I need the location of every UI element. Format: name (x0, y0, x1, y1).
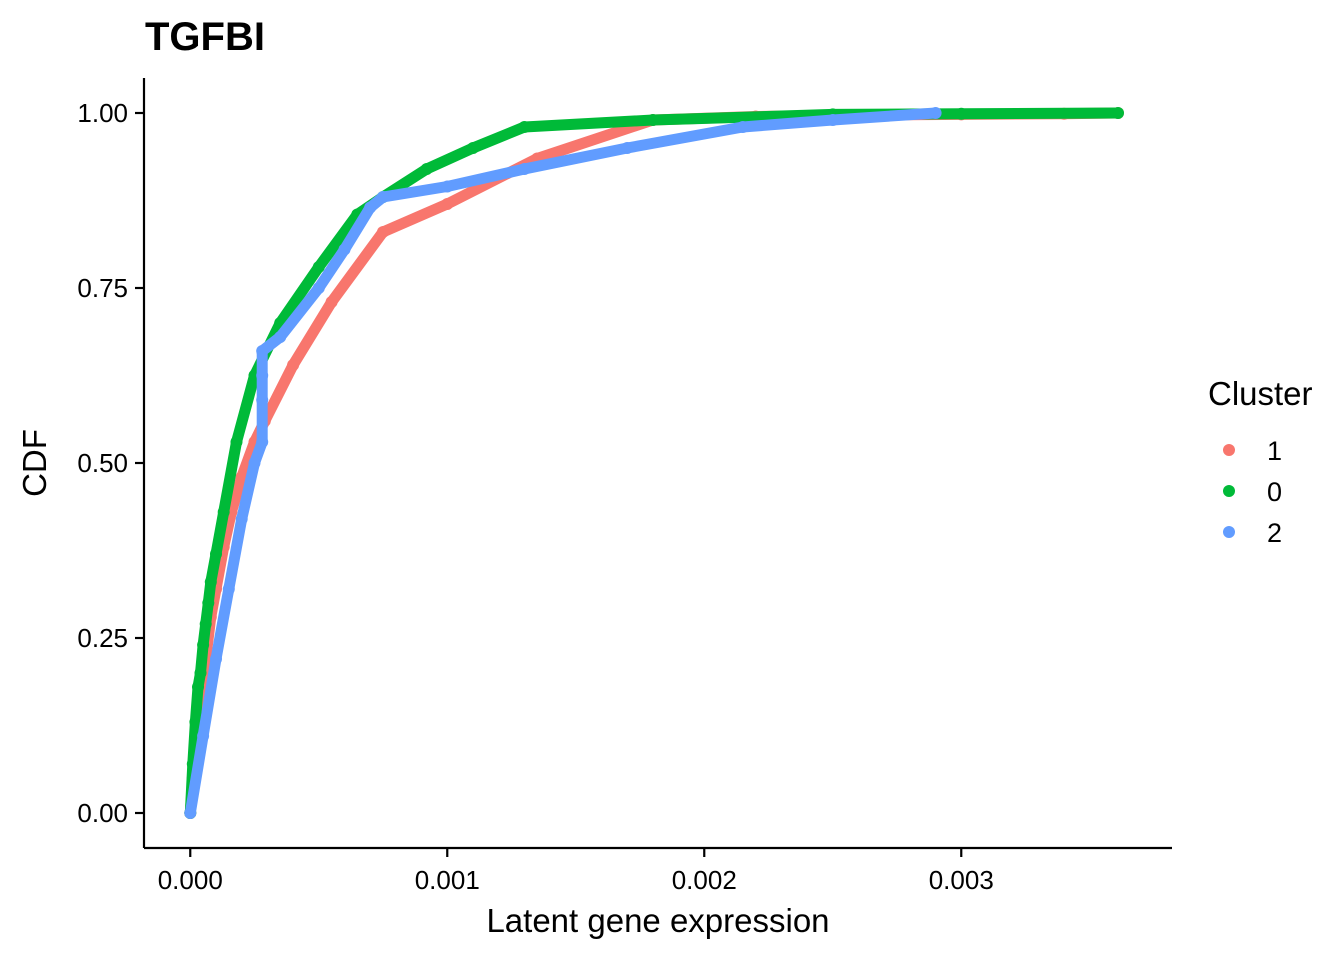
x-tick-label: 0.000 (158, 865, 223, 895)
legend-title: Cluster (1208, 375, 1313, 412)
data-point-2 (377, 191, 389, 203)
data-point-2 (736, 121, 749, 133)
data-point-2 (248, 457, 261, 469)
data-point-2 (197, 730, 210, 742)
data-point-1 (287, 359, 300, 371)
x-tick-label: 0.001 (415, 865, 480, 895)
legend-key-1 (1223, 444, 1235, 456)
legend-label: 1 (1267, 436, 1282, 466)
y-tick-label: 1.00 (77, 98, 128, 128)
data-point-1 (235, 471, 248, 483)
x-axis-ticks: 0.000 0.001 0.002 0.003 (158, 848, 994, 895)
data-point-0 (202, 597, 215, 609)
data-point-0 (955, 107, 968, 120)
series-line-0 (184, 107, 1124, 819)
data-point-2 (364, 201, 377, 214)
data-point-2 (222, 583, 235, 595)
data-point-0 (230, 436, 243, 448)
legend-label: 2 (1267, 518, 1282, 548)
data-point-0 (420, 163, 433, 175)
y-axis-ticks: 0.00 0.25 0.50 0.75 1.00 (77, 98, 144, 828)
data-point-1 (325, 296, 338, 308)
data-point-0 (646, 114, 659, 126)
data-point-2 (621, 142, 634, 154)
y-tick-label: 0.75 (77, 273, 128, 303)
data-point-2 (256, 394, 269, 406)
x-tick-label: 0.003 (929, 865, 994, 895)
data-point-2 (274, 331, 287, 343)
x-tick-label: 0.002 (672, 865, 737, 895)
series-line-2 (184, 107, 942, 819)
y-tick-label: 0.50 (77, 448, 128, 478)
data-point-2 (235, 513, 248, 525)
data-point-0 (204, 576, 217, 588)
data-point-0 (467, 142, 479, 154)
chart-title: TGFBI (145, 15, 265, 59)
data-point-0 (1112, 107, 1124, 119)
data-point-2 (826, 114, 839, 126)
legend-key-2 (1223, 526, 1235, 538)
data-point-2 (210, 653, 222, 665)
y-tick-label: 0.00 (77, 798, 128, 828)
data-point-2 (518, 163, 531, 175)
y-axis-title: CDF (16, 429, 53, 497)
data-point-0 (199, 618, 212, 630)
data-point-0 (189, 716, 202, 728)
data-point-2 (338, 243, 351, 256)
legend-key-0 (1223, 485, 1235, 497)
data-point-2 (312, 282, 325, 294)
plot-area (184, 107, 1124, 819)
data-point-0 (518, 121, 531, 133)
series-line-1 (184, 107, 1124, 819)
x-axis-title: Latent gene expression (486, 902, 829, 939)
y-tick-label: 0.25 (77, 623, 128, 653)
data-point-0 (194, 667, 207, 679)
data-point-2 (256, 369, 269, 382)
legend-items: 1 0 2 (1223, 436, 1282, 548)
data-point-0 (217, 506, 230, 518)
data-point-0 (312, 261, 325, 273)
data-point-0 (197, 639, 210, 651)
data-point-1 (441, 198, 454, 210)
legend-label: 0 (1267, 477, 1282, 507)
data-point-1 (377, 226, 389, 238)
data-point-2 (929, 107, 942, 119)
data-point-2 (256, 345, 269, 357)
legend: Cluster 1 0 2 (1208, 375, 1313, 548)
data-point-0 (192, 681, 204, 693)
data-point-2 (256, 436, 269, 448)
data-point-2 (184, 807, 197, 819)
data-point-0 (210, 548, 222, 560)
data-point-2 (441, 180, 454, 193)
